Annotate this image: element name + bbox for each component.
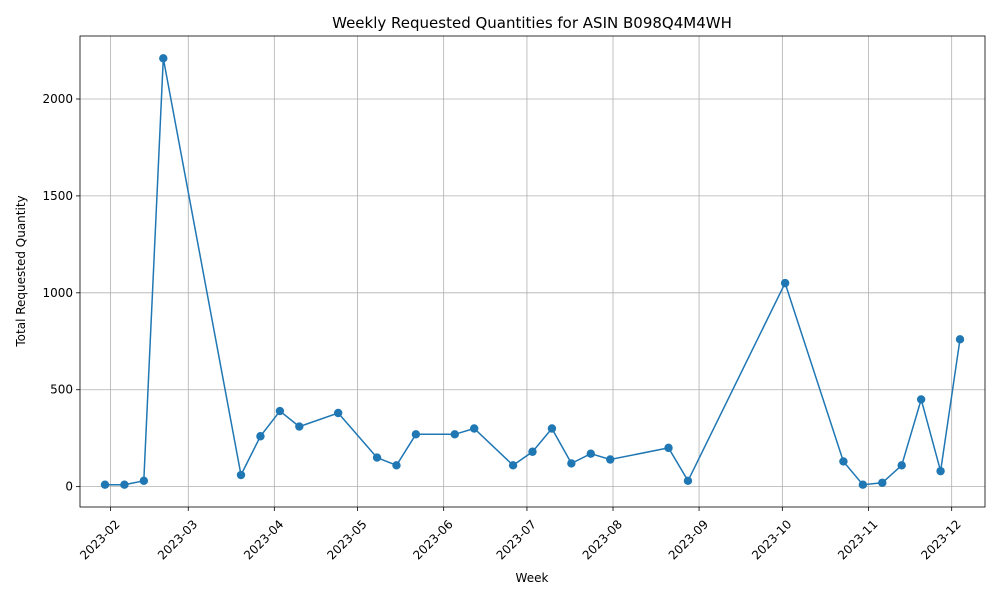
x-tick-label: 2023-08 <box>580 517 625 562</box>
data-point <box>780 278 790 288</box>
data-point <box>528 447 537 456</box>
data-point <box>664 443 673 453</box>
data-point <box>897 461 906 470</box>
x-tick-label: 2023-09 <box>666 517 711 562</box>
data-point <box>411 430 421 439</box>
data-point <box>275 406 285 416</box>
y-tick-label: 0 <box>65 480 73 494</box>
x-axis-label: Week <box>516 571 549 585</box>
y-axis-label: Total Requested Quantity <box>14 195 28 347</box>
data-point <box>683 476 693 486</box>
data-point <box>392 461 401 470</box>
chart-title: Weekly Requested Quantities for ASIN B09… <box>332 14 732 32</box>
data-point <box>586 449 595 458</box>
data-point <box>470 424 479 433</box>
x-tick-label: 2023-07 <box>494 517 539 562</box>
data-point <box>100 480 110 489</box>
data-point <box>372 453 382 462</box>
data-point <box>858 480 868 489</box>
gridlines <box>80 36 985 507</box>
data-point <box>256 432 265 441</box>
y-tick-label: 1500 <box>42 189 73 203</box>
y-tick-label: 1000 <box>42 286 73 300</box>
data-point <box>567 459 576 468</box>
data-point <box>159 54 168 63</box>
data-point <box>120 480 129 489</box>
x-tick-label: 2023-12 <box>918 517 963 562</box>
x-tick-label: 2023-03 <box>155 517 200 562</box>
data-point <box>547 424 557 433</box>
x-tick-label: 2023-10 <box>749 517 794 562</box>
data-point <box>916 395 926 404</box>
x-tick-label: 2023-06 <box>410 517 455 562</box>
data-point <box>333 408 343 418</box>
data-point <box>508 461 518 470</box>
data-point <box>236 470 246 480</box>
x-tick-label: 2023-04 <box>241 517 286 562</box>
x-axis-ticks: 2023-02 2023-03 2023-04 2023-05 2023-06 2023-… <box>77 507 964 563</box>
data-point <box>606 455 615 464</box>
x-tick-label: 2023-05 <box>324 517 369 562</box>
data-point <box>936 466 945 476</box>
y-tick-label: 2000 <box>42 92 73 106</box>
data-point <box>839 457 848 466</box>
y-axis-ticks: 0 500 1000 1500 2000 <box>42 92 80 494</box>
data-point <box>450 430 459 439</box>
plot-frame <box>79 35 986 508</box>
data-point <box>878 478 887 487</box>
x-tick-label: 2023-02 <box>77 517 122 562</box>
data-point <box>955 335 965 344</box>
series-line <box>105 58 961 486</box>
x-tick-label: 2023-11 <box>835 517 880 562</box>
series-points <box>100 54 965 489</box>
y-tick-label: 500 <box>50 383 73 397</box>
data-point <box>295 422 304 431</box>
data-point <box>139 476 149 486</box>
